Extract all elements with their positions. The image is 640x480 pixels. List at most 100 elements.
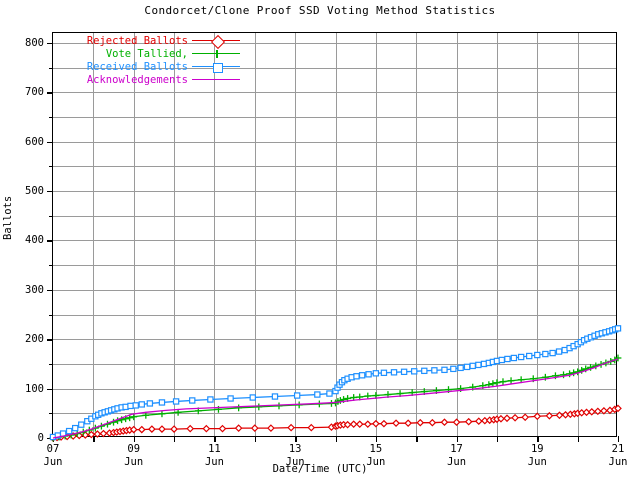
data-point-diamond	[555, 411, 564, 420]
data-point-square	[469, 362, 476, 370]
data-point-plus	[566, 370, 573, 378]
x-tick-label-month: Jun	[447, 456, 467, 468]
data-point-diamond	[440, 418, 449, 427]
data-point-square	[463, 363, 471, 371]
data-point-square	[293, 392, 301, 399]
data-point-square	[400, 368, 408, 376]
legend-swatch	[192, 61, 240, 73]
x-tick	[254, 436, 257, 442]
data-point-diamond	[99, 429, 108, 438]
legend-item[interactable]: Received Ballots	[54, 60, 240, 73]
plot-area: 0 100 200 300 400 500 600 700 800 07 Jun 09 Jun 11 Jun…	[25, 32, 627, 468]
data-point-diamond	[307, 423, 316, 432]
data-point-diamond	[218, 424, 227, 433]
x-tick	[618, 436, 620, 442]
data-point-diamond	[587, 407, 596, 416]
data-point-square	[421, 367, 428, 375]
gridline-horizontal	[53, 413, 616, 415]
x-tick	[375, 436, 378, 442]
gridline-horizontal	[53, 289, 616, 291]
data-point-square	[457, 364, 464, 372]
chart-title: Condorcet/Clone Proof SSD Voting Method …	[144, 4, 496, 17]
gridline-horizontal	[53, 92, 616, 94]
x-tick	[214, 436, 216, 442]
data-point-diamond	[521, 413, 530, 422]
data-point-square	[441, 366, 448, 374]
data-point-square	[380, 369, 388, 377]
data-point-diamond	[186, 424, 195, 433]
gridline-vertical	[456, 33, 458, 436]
y-tick-label: 800	[25, 36, 44, 49]
legend-line	[192, 79, 240, 81]
data-point-square	[189, 397, 196, 404]
legend-marker-square	[213, 62, 223, 73]
gridline-vertical	[416, 33, 418, 436]
data-point-square	[390, 369, 398, 376]
data-point-diamond	[349, 420, 358, 429]
data-point-square	[65, 427, 73, 435]
data-point-diamond	[148, 425, 156, 433]
data-point-square	[410, 368, 418, 375]
data-point-diamond	[202, 424, 211, 433]
x-tick-label: 17 Jun	[447, 443, 466, 469]
y-tick-label: 700	[25, 86, 44, 99]
legend-marker-plus	[213, 49, 221, 58]
legend-item[interactable]: Rejected Ballots	[54, 34, 240, 49]
x-axis-title: Date/Time (UTC)	[272, 463, 368, 475]
data-point-plus	[336, 397, 344, 404]
data-point-plus	[275, 402, 283, 410]
data-point-diamond	[593, 407, 602, 416]
data-point-square	[271, 393, 279, 400]
y-tick-minor	[49, 67, 53, 69]
data-point-diamond	[452, 418, 461, 427]
data-point-diamond	[250, 424, 259, 432]
y-tick-minor	[49, 166, 53, 168]
legend-label: Received Ballots	[86, 60, 188, 73]
data-point-square	[249, 394, 256, 401]
data-point-diamond	[380, 419, 388, 428]
x-tick-label: 11 Jun	[205, 443, 224, 469]
x-tick	[335, 436, 337, 442]
gridline-vertical	[93, 33, 95, 436]
data-point-square	[365, 371, 372, 378]
y-tick-label: 200	[25, 333, 44, 346]
x-tick-label-month: Jun	[285, 456, 305, 468]
data-point-square	[510, 354, 518, 362]
data-point-square	[475, 361, 482, 369]
data-point-square	[498, 356, 505, 364]
x-tick-label-month: Jun	[527, 456, 547, 468]
x-tick-label-day: 07	[46, 443, 60, 455]
data-point-plus	[158, 410, 166, 418]
series-acknowledgements	[52, 358, 619, 439]
data-point-plus	[507, 377, 515, 385]
gridline-horizontal	[53, 141, 616, 143]
data-point-diamond	[267, 424, 275, 432]
data-point-plus	[614, 354, 622, 362]
y-tick-label: 500	[25, 185, 44, 198]
data-point-square	[172, 398, 180, 405]
gridline-vertical	[214, 33, 216, 436]
y-tick-label: 300	[25, 283, 44, 296]
data-point-square	[542, 350, 549, 358]
data-point-square	[132, 402, 139, 409]
data-point-diamond	[355, 420, 364, 429]
data-point-diamond	[416, 418, 425, 427]
legend-item[interactable]: Vote Tallied,	[54, 47, 240, 60]
x-tick-label: 15 Jun	[366, 443, 385, 469]
data-point-plus	[235, 404, 243, 412]
gridline-vertical	[537, 33, 539, 436]
gridline-horizontal	[53, 314, 616, 316]
data-point-diamond	[533, 412, 542, 421]
series-rejected-ballots	[49, 404, 622, 442]
series-layer	[49, 325, 622, 442]
data-point-square	[207, 396, 214, 403]
legend-item[interactable]: Acknowledgements	[54, 73, 240, 86]
data-point-diamond	[404, 419, 412, 428]
x-tick-label-day: 19	[530, 443, 544, 455]
gridline-vertical	[496, 33, 498, 436]
data-point-diamond	[464, 417, 473, 426]
data-point-square	[555, 348, 563, 355]
gridline-horizontal	[53, 363, 616, 365]
y-tick-label: 600	[25, 135, 44, 148]
